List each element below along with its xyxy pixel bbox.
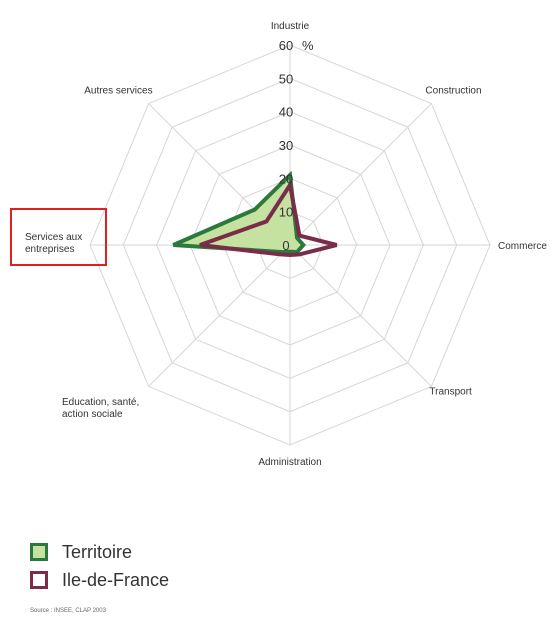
- radar-series: [172, 170, 338, 258]
- axis-label: action sociale: [62, 409, 123, 420]
- legend-label: Territoire: [62, 541, 133, 562]
- axis-label: Autres services: [84, 86, 152, 97]
- highlight-box: [10, 208, 107, 266]
- axis-label: Industrie: [271, 21, 310, 32]
- radar-axis-labels: Industrie Construction Commerce Transport Ad…: [25, 21, 547, 468]
- tick-label: 10: [279, 205, 293, 220]
- grid-spoke: [148, 244, 291, 387]
- series-ile-de-france: [199, 179, 338, 258]
- axis-label: Construction: [425, 86, 481, 97]
- tick-label: 0: [282, 238, 289, 253]
- series-territoire: [172, 170, 307, 255]
- grid-spoke: [289, 103, 432, 246]
- axis-label: Services aux: [25, 232, 82, 243]
- legend-label: Ile-de-France: [62, 569, 170, 590]
- legend-swatch-territoire: [30, 543, 48, 561]
- radar-tick-labels: 0 10 20 30 40 50 60%: [279, 38, 314, 253]
- tick-label: 50: [279, 71, 293, 86]
- legend-item-territoire: Territoire: [30, 538, 169, 566]
- legend: Territoire Ile-de-France: [30, 538, 169, 594]
- tick-label: 30: [279, 138, 293, 153]
- grid-spoke: [289, 244, 432, 387]
- radar-chart: 0 10 20 30 40 50 60% Industrie Construction Comm…: [25, 21, 547, 468]
- axis-label: Education, santé,: [62, 397, 139, 408]
- tick-label: 60: [279, 38, 293, 53]
- unit-label: %: [302, 38, 314, 53]
- axis-label: Commerce: [498, 241, 547, 252]
- axis-label: Transport: [429, 386, 472, 397]
- legend-item-ile-de-france: Ile-de-France: [30, 566, 169, 594]
- axis-label: entreprises: [25, 244, 74, 255]
- axis-label: Administration: [258, 457, 321, 468]
- source-note: Source : INSEE, CLAP 2003: [30, 608, 106, 614]
- tick-label: 40: [279, 105, 293, 120]
- legend-swatch-ile-de-france: [30, 571, 48, 589]
- tick-label: 20: [279, 171, 293, 186]
